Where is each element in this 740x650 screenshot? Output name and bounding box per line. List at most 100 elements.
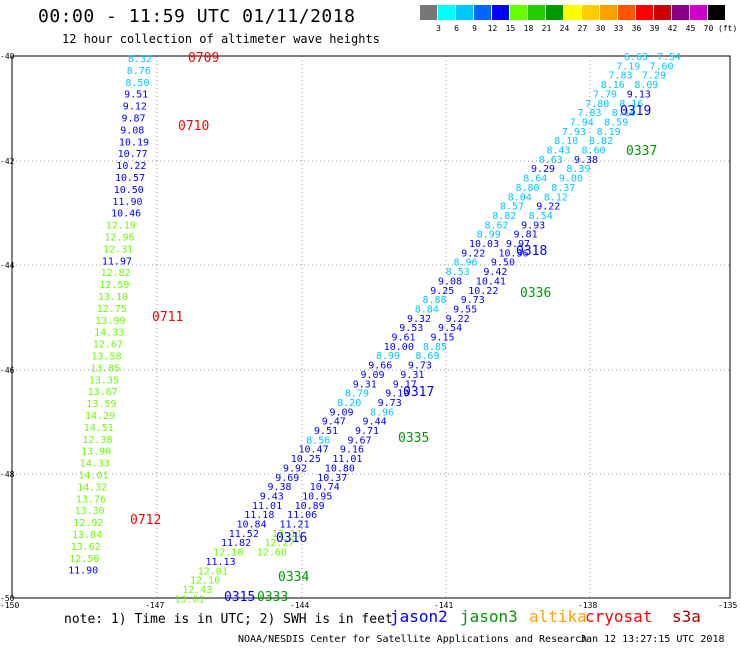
swh-value: 9.43 xyxy=(260,491,284,502)
satellite-legend-cryosat: cryosat xyxy=(585,607,653,626)
swh-value: 9.55 xyxy=(453,304,477,315)
swh-value: 8.19 xyxy=(597,127,621,138)
swh-value: 8.39 xyxy=(566,164,590,175)
swh-value: 13.59 xyxy=(86,399,116,410)
swh-value: 12.92 xyxy=(73,518,103,529)
page-subtitle: 12 hour collection of altimeter wave hei… xyxy=(62,32,380,46)
swh-value: 8.43 xyxy=(547,146,571,157)
scale-swatch xyxy=(582,5,599,20)
swh-value: 10.89 xyxy=(295,501,325,512)
satellite-legend-altika: altika xyxy=(529,607,587,626)
lat-tick-label: -44 xyxy=(0,261,15,270)
swh-value: 7.79 xyxy=(593,89,617,100)
swh-value: 12.75 xyxy=(97,304,127,315)
swh-value: 9.67 xyxy=(347,435,371,446)
scale-label: 12 xyxy=(487,24,498,33)
swh-value: 7.83 xyxy=(578,108,602,119)
swh-value: 8.04 xyxy=(508,192,532,203)
time-label: 0315 xyxy=(224,590,255,605)
time-label: 0319 xyxy=(620,104,651,119)
scale-label: 30 xyxy=(595,24,606,33)
lat-tick-label: -42 xyxy=(0,157,15,166)
swh-value: 11.01 xyxy=(332,454,362,465)
scale-swatch xyxy=(546,5,563,20)
observations: 8.328.768.509.519.129.879.0810.1910.7710… xyxy=(68,51,681,605)
swh-value: 9.09 xyxy=(361,370,385,381)
scale-swatch xyxy=(654,5,671,20)
scale-swatch xyxy=(636,5,653,20)
scale-swatch xyxy=(600,5,617,20)
swh-value: 12.96 xyxy=(105,233,135,244)
swh-value: 12.60 xyxy=(257,548,287,559)
lat-tick-label: -40 xyxy=(0,52,15,61)
swh-value: 10.19 xyxy=(119,137,149,148)
swh-value: 11.90 xyxy=(68,566,98,577)
swh-value: 9.38 xyxy=(268,482,292,493)
scale-swatch xyxy=(708,5,725,20)
scale-swatch xyxy=(420,5,437,20)
swh-value: 8.64 xyxy=(523,174,547,185)
scale-swatch xyxy=(618,5,635,20)
swh-value: 14.51 xyxy=(84,423,114,434)
scale-swatch xyxy=(690,5,707,20)
credit-text: NOAA/NESDIS Center for Satellite Applica… xyxy=(238,634,588,645)
swh-value: 13.01 xyxy=(175,594,205,605)
swh-value: 10.80 xyxy=(325,463,355,474)
swh-value: 9.93 xyxy=(521,220,545,231)
lat-tick-label: -48 xyxy=(0,470,15,479)
swh-value: 11.13 xyxy=(206,557,236,568)
swh-value: 9.54 xyxy=(438,323,462,334)
swh-value: 9.15 xyxy=(431,333,455,344)
scale-swatch xyxy=(564,5,581,20)
lon-tick-label: -144 xyxy=(290,601,310,610)
swh-value: 10.57 xyxy=(115,173,145,184)
swh-value: 8.10 xyxy=(554,136,578,147)
scale-label: 15 xyxy=(505,24,516,33)
scale-swatch xyxy=(456,5,473,20)
scale-swatch xyxy=(528,5,545,20)
swh-value: 12.11 xyxy=(272,529,302,540)
lon-tick-label: -138 xyxy=(578,601,598,610)
swh-value: 14.01 xyxy=(79,471,109,482)
page-title: 00:00 - 11:59 UTC 01/11/2018 xyxy=(38,6,356,27)
swh-value: 9.51 xyxy=(124,90,148,101)
swh-value: 10.47 xyxy=(299,445,329,456)
scale-label: 45 xyxy=(685,24,696,33)
swh-value: 8.82 xyxy=(492,211,516,222)
swh-value: 9.09 xyxy=(330,407,354,418)
swh-value: 12.38 xyxy=(82,435,112,446)
swh-value: 7.19 xyxy=(616,61,640,72)
time-label: 0334 xyxy=(278,570,309,585)
swh-value: 7.80 xyxy=(585,99,609,110)
swh-value: 9.73 xyxy=(461,295,485,306)
swh-value: 8.59 xyxy=(604,117,628,128)
swh-value: 6.63 xyxy=(624,52,648,63)
swh-value: 13.85 xyxy=(90,363,120,374)
scale-label: (ft) xyxy=(718,24,738,33)
swh-value: 9.73 xyxy=(408,361,432,372)
swh-value: 7.60 xyxy=(649,61,673,72)
swh-value: 8.79 xyxy=(345,389,369,400)
swh-value: 8.09 xyxy=(634,80,658,91)
time-label: 0709 xyxy=(188,51,219,66)
swh-value: 9.81 xyxy=(514,230,538,241)
swh-value: 10.00 xyxy=(384,342,414,353)
time-label: 0317 xyxy=(403,385,434,400)
scale-label: 6 xyxy=(454,24,459,33)
swh-value: 11.82 xyxy=(221,538,251,549)
time-label: 0318 xyxy=(516,244,547,259)
swh-value: 10.37 xyxy=(317,473,347,484)
swh-value: 10.25 xyxy=(291,454,321,465)
satellite-legend-jason2: jason2 xyxy=(390,607,448,626)
swh-value: 8.37 xyxy=(551,183,575,194)
swh-value: 9.87 xyxy=(122,114,146,125)
swh-value: 8.32 xyxy=(128,54,152,65)
swh-value: 10.84 xyxy=(237,520,267,531)
swh-value: 12.50 xyxy=(69,554,99,565)
swh-value: 9.69 xyxy=(275,473,299,484)
scale-label: 33 xyxy=(613,24,624,33)
swh-value: 8.60 xyxy=(582,146,606,157)
satellite-legend-s3a: s3a xyxy=(672,607,701,626)
scale-swatch xyxy=(438,5,455,20)
swh-value: 8.57 xyxy=(500,202,524,213)
